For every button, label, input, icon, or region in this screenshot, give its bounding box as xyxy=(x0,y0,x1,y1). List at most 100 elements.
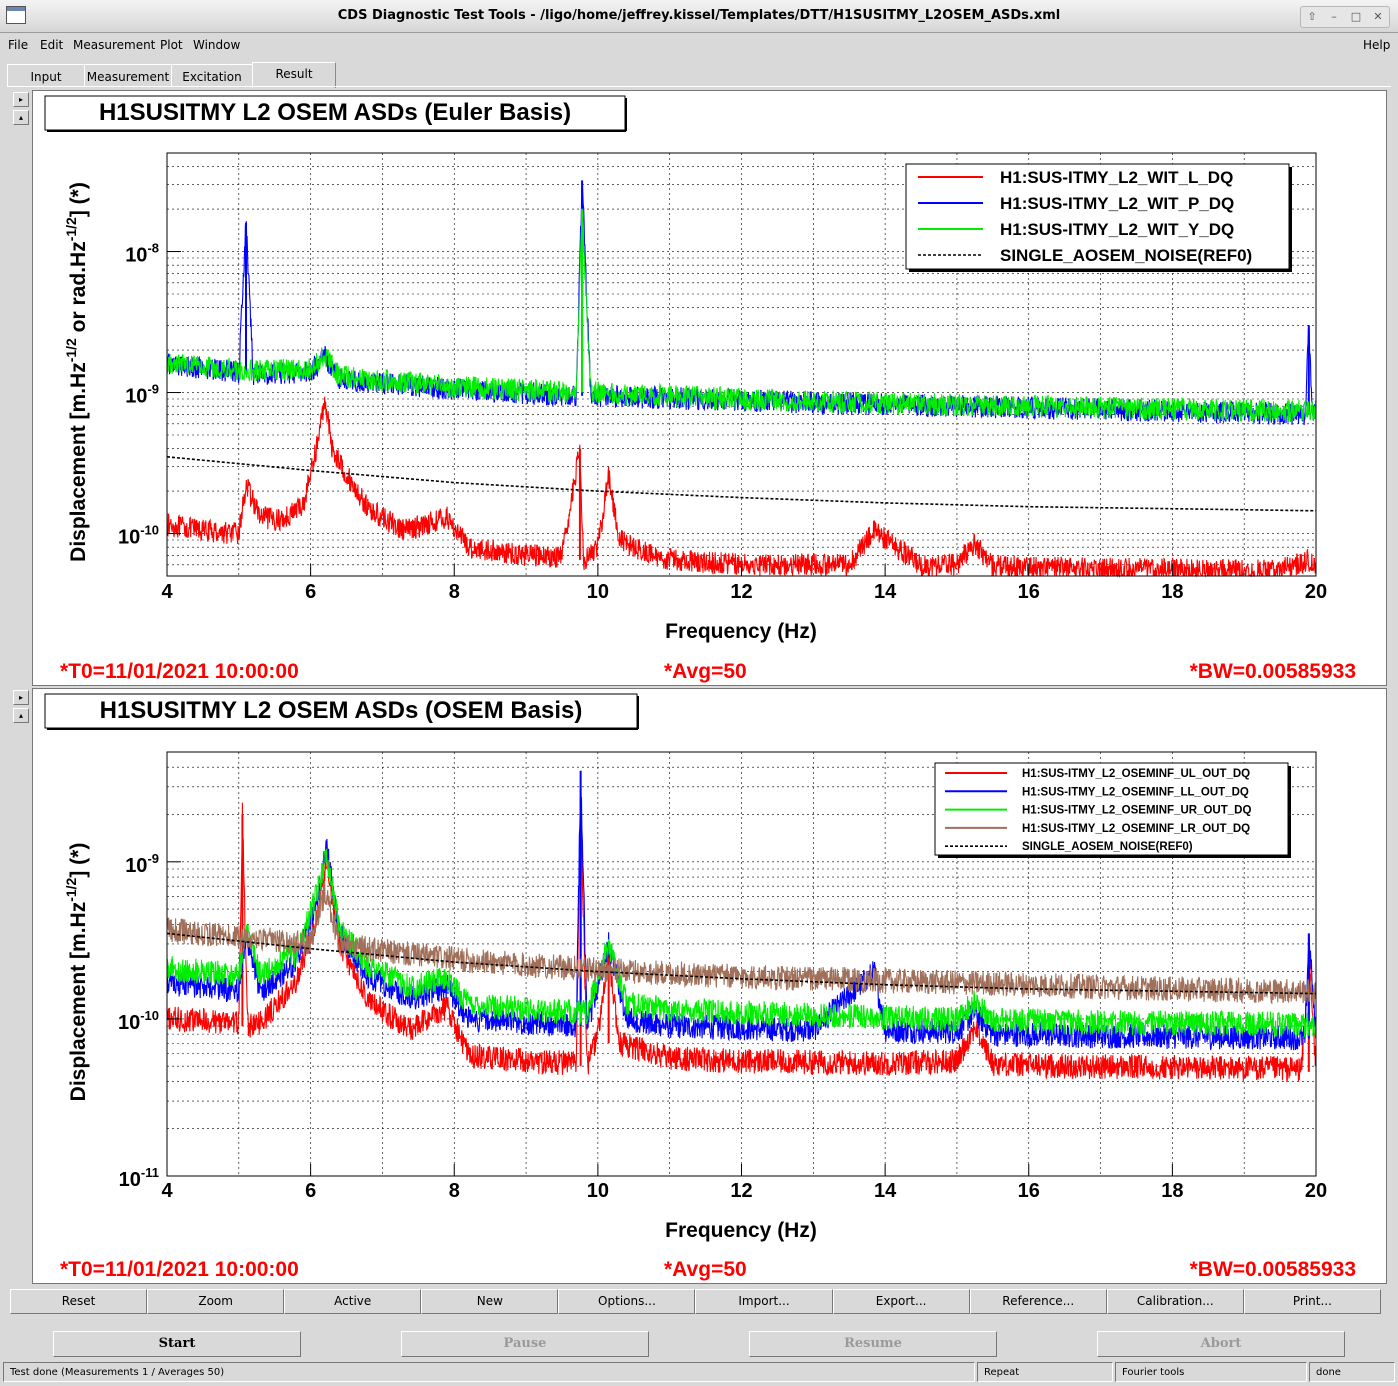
chart-euler: H1SUSITMY L2 OSEM ASDs (Euler Basis) 4 6 8… xyxy=(44,95,1356,683)
pad2-collapse-icon[interactable]: ▴ xyxy=(13,708,29,723)
series-line-0 xyxy=(166,802,1317,1083)
tab-excitation[interactable]: Excitation xyxy=(171,64,253,87)
svg-text:Displacement [m.Hz-1/2] (*): Displacement [m.Hz-1/2] (*) xyxy=(63,843,90,1102)
x-tick-label: 16 xyxy=(1018,1180,1040,1202)
x-tick-label: 12 xyxy=(730,581,752,603)
x-tick-label: 20 xyxy=(1305,1180,1327,1202)
x-tick-label: 8 xyxy=(449,581,460,603)
series-line-reference xyxy=(166,456,1317,512)
tab-measurement[interactable]: Measurement xyxy=(84,64,172,87)
legend-entry: SINGLE_AOSEM_NOISE(REF0) xyxy=(1000,246,1252,265)
abort-button[interactable]: Abort xyxy=(1097,1331,1345,1357)
data-series xyxy=(166,180,1317,579)
resume-button[interactable]: Resume xyxy=(749,1331,997,1357)
menu-help[interactable]: Help xyxy=(1363,38,1391,52)
y-tick-label: 10-9 xyxy=(125,851,159,877)
plot-title-box xyxy=(44,693,638,729)
shade-icon[interactable]: ⇧ xyxy=(1307,10,1317,23)
legend-entry: H1:SUS-ITMY_L2_WIT_P_DQ xyxy=(1000,194,1234,213)
info-avg: *Avg=50 xyxy=(664,1258,747,1281)
reset-button[interactable]: Reset xyxy=(10,1289,148,1314)
y-tick-label: 10-9 xyxy=(125,382,159,408)
x-tick-label: 4 xyxy=(161,581,173,603)
plot-title: H1SUSITMY L2 OSEM ASDs (OSEM Basis) xyxy=(100,697,583,724)
tab-input[interactable]: Input xyxy=(7,64,85,87)
app-window-icon xyxy=(6,6,26,24)
legend-box xyxy=(934,762,1289,856)
chart-osem: H1SUSITMY L2 OSEM ASDs (OSEM Basis) 4 6 8 1… xyxy=(44,693,1356,1281)
x-tick-label: 20 xyxy=(1305,581,1327,603)
plot-pad-osem[interactable]: H1SUSITMY L2 OSEM ASDs (OSEM Basis) 4 6 8 1… xyxy=(32,688,1387,1284)
legend: H1:SUS-ITMY_L2_WIT_L_DQ H1:SUS-ITMY_L2_WI… xyxy=(905,163,1292,272)
legend-entry: H1:SUS-ITMY_L2_WIT_Y_DQ xyxy=(1000,220,1234,239)
menu-plot[interactable]: Plot xyxy=(160,38,183,52)
pause-button[interactable]: Pause xyxy=(401,1331,649,1357)
menu-file[interactable]: File xyxy=(8,38,29,52)
menu-bar: File Edit Measurement Plot Window Help xyxy=(0,33,1398,57)
y-axis-label: Displacement [m.Hz-1/2] (*) xyxy=(63,843,90,1102)
info-t0: *T0=11/01/2021 10:00:00 xyxy=(60,660,299,683)
y-tick-label: 10-11 xyxy=(119,1165,159,1191)
legend-entry: H1:SUS-ITMY_L2_OSEMINF_UR_OUT_DQ xyxy=(1022,805,1251,817)
reference-button[interactable]: Reference... xyxy=(969,1289,1107,1314)
import-button[interactable]: Import... xyxy=(695,1289,833,1314)
y-tick-label: 10-8 xyxy=(125,241,159,267)
maximize-icon[interactable]: □ xyxy=(1350,10,1362,23)
x-tick-label: 6 xyxy=(305,1180,316,1202)
pad1-expand-icon[interactable]: ▸ xyxy=(13,92,29,107)
axis-ticks: 4 6 8 10 12 14 16 18 20 10-11 10-10 10-9 xyxy=(118,851,1327,1202)
export-button[interactable]: Export... xyxy=(832,1289,970,1314)
print-button[interactable]: Print... xyxy=(1243,1289,1381,1314)
pad1-collapse-icon[interactable]: ▴ xyxy=(13,110,29,125)
x-axis-label: Frequency (Hz) xyxy=(665,1219,817,1242)
window-title: CDS Diagnostic Test Tools - /ligo/home/j… xyxy=(337,8,1061,23)
series-line-3 xyxy=(166,881,1317,1005)
zoom-button[interactable]: Zoom xyxy=(147,1289,285,1314)
status-repeat: Repeat xyxy=(977,1362,1113,1382)
legend-entry: H1:SUS-ITMY_L2_WIT_L_DQ xyxy=(1000,168,1233,187)
legend-entry: H1:SUS-ITMY_L2_OSEMINF_UL_OUT_DQ xyxy=(1022,768,1250,780)
plot-pad-euler[interactable]: H1SUSITMY L2 OSEM ASDs (Euler Basis) 4 6 8… xyxy=(32,90,1387,686)
start-button[interactable]: Start xyxy=(53,1331,301,1357)
x-tick-label: 14 xyxy=(874,1180,897,1202)
x-tick-label: 6 xyxy=(305,581,316,603)
legend: H1:SUS-ITMY_L2_OSEMINF_UL_OUT_DQ H1:SUS-I… xyxy=(934,762,1291,858)
plot-toolbar: Reset Zoom Active New Options... Import.… xyxy=(10,1289,1381,1314)
x-tick-label: 16 xyxy=(1018,581,1040,603)
x-tick-label: 14 xyxy=(874,581,897,603)
legend-entry: H1:SUS-ITMY_L2_OSEMINF_LR_OUT_DQ xyxy=(1022,823,1250,835)
legend-box xyxy=(905,163,1290,270)
series-line-reference xyxy=(166,932,1317,995)
close-icon[interactable]: ✕ xyxy=(1373,10,1383,23)
info-t0: *T0=11/01/2021 10:00:00 xyxy=(60,1258,299,1281)
series-line-0 xyxy=(166,396,1317,579)
pad2-expand-icon[interactable]: ▸ xyxy=(13,690,29,705)
x-tick-label: 10 xyxy=(587,1180,609,1202)
legend-entry: SINGLE_AOSEM_NOISE(REF0) xyxy=(1022,841,1193,853)
svg-text:Displacement [m.Hz-1/2 or rad.: Displacement [m.Hz-1/2 or rad.Hz-1/2] (*… xyxy=(63,182,90,562)
menu-window[interactable]: Window xyxy=(193,38,241,52)
x-axis-label: Frequency (Hz) xyxy=(665,620,817,643)
x-tick-label: 10 xyxy=(587,581,609,603)
y-tick-label: 10-10 xyxy=(118,1008,159,1034)
status-message: Test done (Measurements 1 / Averages 50) xyxy=(3,1362,975,1382)
menu-edit[interactable]: Edit xyxy=(40,38,64,52)
tab-result[interactable]: Result xyxy=(252,62,336,88)
x-tick-label: 18 xyxy=(1161,581,1183,603)
x-tick-label: 8 xyxy=(449,1180,460,1202)
active-button[interactable]: Active xyxy=(284,1289,422,1314)
x-tick-label: 12 xyxy=(730,1180,752,1202)
menu-measurement[interactable]: Measurement xyxy=(73,38,156,52)
tab-divider xyxy=(7,86,1391,87)
calibration-button[interactable]: Calibration... xyxy=(1106,1289,1244,1314)
status-fourier-tools: Fourier tools xyxy=(1115,1362,1307,1382)
options-button[interactable]: Options... xyxy=(558,1289,696,1314)
y-tick-label: 10-10 xyxy=(118,523,159,549)
axis-ticks: 4 6 8 10 12 14 16 18 20 10-10 10-9 10-8 xyxy=(118,241,1327,603)
new-button[interactable]: New xyxy=(421,1289,559,1314)
info-avg: *Avg=50 xyxy=(664,660,747,683)
info-bw: *BW=0.00585933 xyxy=(1190,1258,1356,1281)
minimize-icon[interactable]: – xyxy=(1331,10,1337,23)
plot-title: H1SUSITMY L2 OSEM ASDs (Euler Basis) xyxy=(99,99,571,126)
status-state: done xyxy=(1309,1362,1395,1382)
